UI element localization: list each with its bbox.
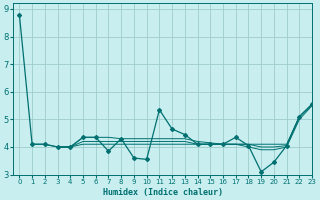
- X-axis label: Humidex (Indice chaleur): Humidex (Indice chaleur): [102, 188, 222, 197]
